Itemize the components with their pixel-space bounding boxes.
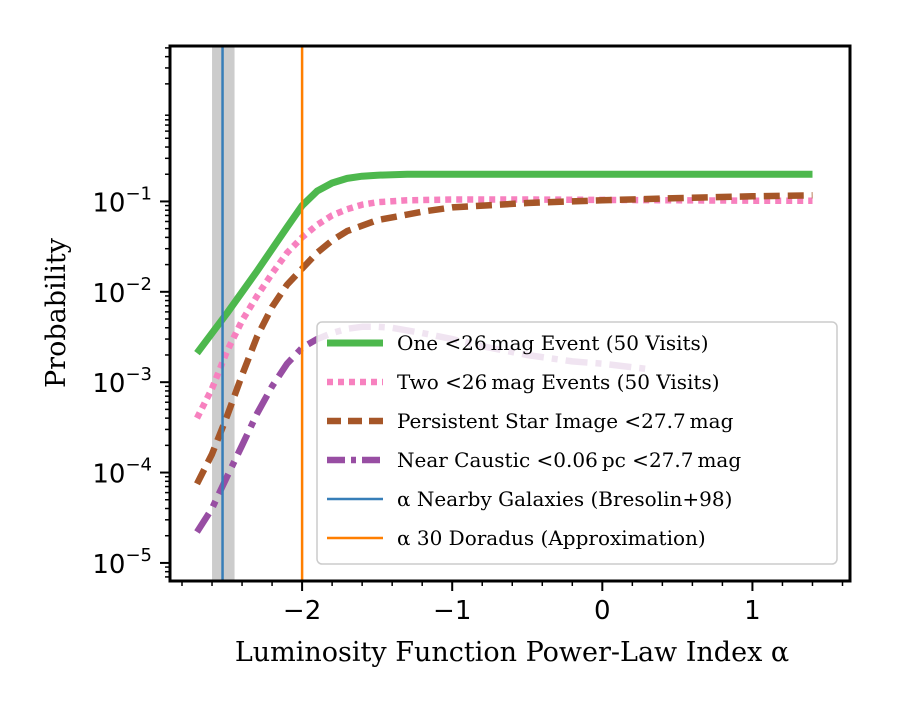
x-tick-label: 0	[594, 596, 611, 626]
legend-label-5: α Nearby Galaxies (Bresolin+98)	[397, 487, 732, 511]
y-tick-label: 10−3	[92, 364, 152, 399]
y-tick-label: 10−5	[92, 545, 152, 580]
plot-frame	[168, 44, 852, 583]
legend-label-3: Persistent Star Image <27.7 mag	[397, 409, 734, 433]
legend: One <26 mag Event (50 Visits) Two <26 mag…	[316, 321, 838, 565]
legend-label-4: Near Caustic <0.06 pc <27.7 mag	[397, 448, 741, 472]
y-tick-label: 10−1	[92, 183, 152, 218]
x-tick-label: 1	[744, 596, 761, 626]
y-tick-label: 10−4	[92, 455, 152, 490]
y-axis-label: Probability	[41, 237, 72, 388]
x-tick-label: −2	[283, 596, 321, 626]
legend-box	[316, 321, 838, 565]
legend-label-1: One <26 mag Event (50 Visits)	[397, 331, 709, 355]
series-line-2	[194, 196, 813, 420]
y-tick-label: 10−2	[92, 274, 152, 309]
x-axis-label: Luminosity Function Power-Law Index α	[235, 637, 789, 668]
legend-label-2: Two <26 mag Events (50 Visits)	[397, 370, 720, 394]
series-line-1	[194, 170, 813, 356]
series-line-3	[194, 192, 813, 486]
x-tick-label: −1	[433, 596, 471, 626]
legend-label-6: α 30 Doradus (Approximation)	[397, 526, 706, 550]
